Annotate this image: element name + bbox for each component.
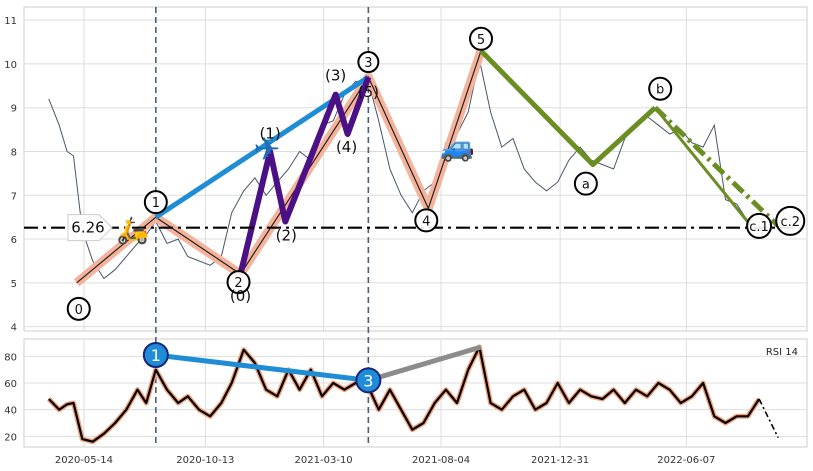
subwave-line [237,76,372,275]
rsi-divergence-label: 1 [151,346,161,365]
subwave-label: (0) [230,287,251,305]
wave-label-circle [143,190,168,215]
price-y-tick-label: 4 [11,323,17,334]
corrective-wave-c1 [654,106,753,227]
wave-label-circle [357,51,380,74]
price-y-tick-label: 10 [4,60,17,71]
subwave-label: (4) [336,138,357,156]
rsi-panel-frame [23,338,808,448]
rsi-divergence-label: 3 [363,371,373,390]
price-y-tick-label: 5 [11,279,17,290]
moped-icon: 🛵 [116,216,148,246]
rsi-y-ticks: 20 40 60 80 [4,352,17,443]
rsi-y-tick-label: 40 [4,406,17,417]
corrective-wave [479,49,780,228]
wave-label-1: 1 [152,196,160,211]
rsi-divergence-marker [355,367,382,394]
wave-label-circle [573,171,598,196]
wave-label-4: 4 [422,214,430,229]
wave-labels: 0 1 2 3 4 5 a b c.1 c.2 (0) (1) (2) (3) (4) (5) [66,26,806,321]
subwave-label: (3) [325,67,346,85]
rsi-line [48,345,761,443]
price-grid [24,7,807,331]
support-line: 6.26 [24,214,807,242]
wave-label-a: a [582,178,590,193]
subwave-label: (5) [358,83,379,101]
subwave-zigzag [237,76,372,275]
wave-label-circle [414,208,439,233]
subwave-label: (1) [259,124,280,142]
rsi-y-tick-label: 20 [4,432,17,443]
wave-label-0: 0 [75,303,83,318]
support-label-tag [67,214,113,242]
rsi-divergence-line [155,352,369,383]
x-tick-label: 2021-12-31 [531,455,589,466]
rsi-y-tick-label: 60 [4,379,17,390]
x-tick-label: 2020-10-13 [176,455,234,466]
wave-label-circle [746,212,773,239]
wave-label-c.1: c.1 [749,220,769,235]
x-tick-label: 2020-05-14 [55,455,113,466]
price-panel-frame [23,6,808,332]
wave-label-circle [226,270,251,295]
corrective-wave-c2 [653,105,780,228]
subwave-label: (2) [276,227,297,245]
rsi-y-tick-label: 80 [4,352,17,363]
corrective-wave-ab [479,49,657,168]
wave-label-circle [66,296,91,321]
rsi-series [47,344,779,445]
price-y-tick-label: 11 [4,16,17,27]
wave-label-circle [469,26,494,51]
rsi-divergence-extension [367,344,482,383]
price-y-ticks: 4 5 6 7 8 9 10 11 [4,16,17,333]
icons: 🛵 ✈ 🚙 [116,130,475,246]
wave-label-2: 2 [234,276,242,291]
rsi-divergence: 13 [142,342,482,394]
car-icon: 🚙 [440,130,475,163]
price-y-tick-label: 8 [11,147,17,158]
rsi-divergence-marker [142,342,169,368]
wave-label-circle [648,76,673,101]
wave-label-circle [775,205,806,236]
x-ticks: 2020-05-14 2020-10-13 2021-03-10 2021-08-04… [55,455,716,466]
x-tick-label: 2022-06-07 [657,455,715,466]
support-level-label: 6.26 [71,219,104,237]
price-y-tick-label: 6 [11,235,17,246]
wave-label-b: b [656,83,664,98]
rsi-legend: RSI 14 [766,347,798,358]
wave-label-5: 5 [477,33,485,48]
airplane-icon: ✈ [253,130,280,168]
x-tick-label: 2021-03-10 [295,455,353,466]
wave-label-c.2: c.2 [780,215,800,230]
wave-label-3: 3 [364,56,372,71]
price-y-tick-label: 7 [11,191,17,202]
price-y-tick-label: 9 [11,104,17,115]
x-tick-label: 2021-08-04 [412,455,470,466]
